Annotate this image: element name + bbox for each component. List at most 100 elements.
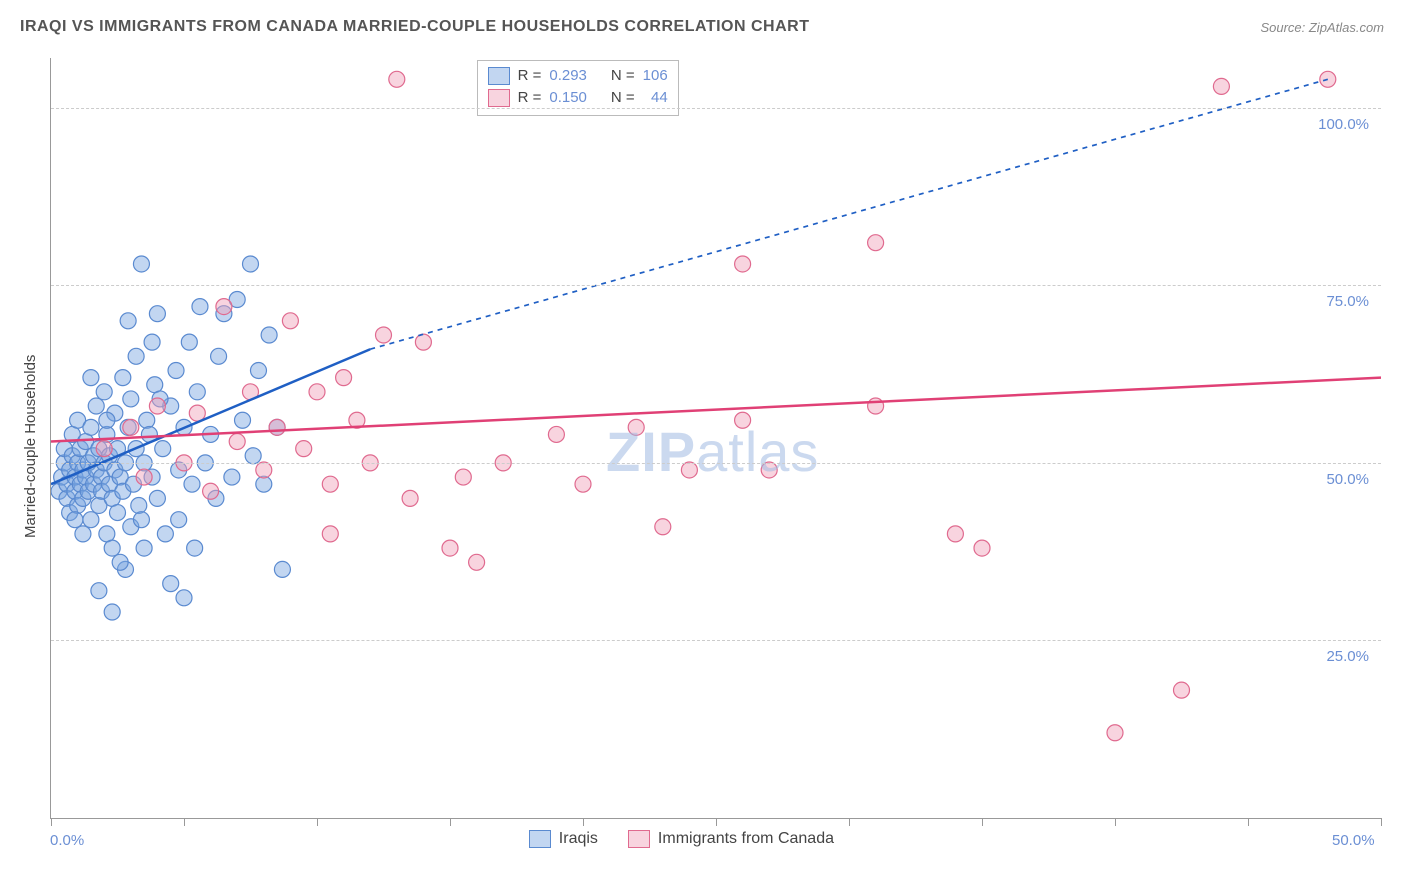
data-point	[133, 256, 149, 272]
data-point	[187, 540, 203, 556]
data-point	[442, 540, 458, 556]
y-tick-label: 75.0%	[1326, 293, 1369, 310]
data-point	[296, 441, 312, 457]
data-point	[110, 505, 126, 521]
gridline	[51, 285, 1381, 286]
data-point	[123, 391, 139, 407]
y-tick-label: 50.0%	[1326, 471, 1369, 488]
scatter-svg	[51, 58, 1381, 818]
data-point	[99, 526, 115, 542]
x-tick	[982, 818, 983, 826]
data-point	[99, 412, 115, 428]
data-point	[131, 497, 147, 513]
data-point	[469, 554, 485, 570]
data-point	[157, 526, 173, 542]
data-point	[336, 370, 352, 386]
data-point	[123, 419, 139, 435]
data-point	[256, 476, 272, 492]
x-tick	[51, 818, 52, 826]
x-tick	[1381, 818, 1382, 826]
data-point	[761, 462, 777, 478]
x-tick	[184, 818, 185, 826]
data-point	[322, 476, 338, 492]
data-point	[133, 512, 149, 528]
data-point	[575, 476, 591, 492]
legend-n-label: N =	[611, 87, 635, 109]
data-point	[224, 469, 240, 485]
data-point	[168, 363, 184, 379]
data-point	[176, 590, 192, 606]
data-point	[184, 476, 200, 492]
data-point	[211, 348, 227, 364]
data-point	[149, 490, 165, 506]
legend-r-label: R =	[518, 65, 542, 87]
legend-swatch	[529, 830, 551, 848]
data-point	[245, 448, 261, 464]
x-tick	[317, 818, 318, 826]
data-point	[1213, 78, 1229, 94]
gridline	[51, 463, 1381, 464]
data-point	[250, 363, 266, 379]
data-point	[974, 540, 990, 556]
gridline	[51, 108, 1381, 109]
data-point	[75, 526, 91, 542]
data-point	[149, 306, 165, 322]
data-point	[83, 370, 99, 386]
data-point	[243, 256, 259, 272]
legend-n-value: 44	[643, 87, 668, 109]
x-tick	[1248, 818, 1249, 826]
legend-r-label: R =	[518, 87, 542, 109]
data-point	[376, 327, 392, 343]
x-tick-label: 50.0%	[1332, 832, 1375, 849]
y-axis-label: Married-couple Households	[22, 355, 39, 538]
data-point	[128, 348, 144, 364]
data-point	[548, 426, 564, 442]
legend-r-value: 0.293	[549, 65, 587, 87]
data-point	[147, 377, 163, 393]
x-tick	[450, 818, 451, 826]
x-tick	[583, 818, 584, 826]
legend-series: Iraqis Immigrants from Canada	[529, 830, 834, 848]
data-point	[1107, 725, 1123, 741]
data-point	[681, 462, 697, 478]
data-point	[947, 526, 963, 542]
x-tick-label: 0.0%	[50, 832, 84, 849]
legend-swatch	[628, 830, 650, 848]
legend-swatch	[488, 67, 510, 85]
data-point	[256, 462, 272, 478]
data-point	[203, 483, 219, 499]
data-point	[216, 299, 232, 315]
legend-r-value: 0.150	[549, 87, 587, 109]
data-point	[192, 299, 208, 315]
data-point	[229, 434, 245, 450]
data-point	[189, 384, 205, 400]
legend-row: R =0.293N =106	[488, 65, 668, 87]
data-point	[455, 469, 471, 485]
data-point	[269, 419, 285, 435]
data-point	[309, 384, 325, 400]
data-point	[181, 334, 197, 350]
trend-line-extrapolated	[370, 79, 1328, 349]
data-point	[83, 512, 99, 528]
data-point	[389, 71, 405, 87]
data-point	[149, 398, 165, 414]
source-label: Source: ZipAtlas.com	[1260, 20, 1384, 35]
gridline	[51, 640, 1381, 641]
legend-item: Iraqis	[529, 830, 598, 848]
data-point	[96, 384, 112, 400]
x-tick	[716, 818, 717, 826]
data-point	[1174, 682, 1190, 698]
data-point	[120, 313, 136, 329]
y-tick-label: 100.0%	[1318, 116, 1369, 133]
chart-title: IRAQI VS IMMIGRANTS FROM CANADA MARRIED-…	[20, 18, 809, 36]
data-point	[655, 519, 671, 535]
x-tick	[1115, 818, 1116, 826]
data-point	[735, 256, 751, 272]
data-point	[83, 419, 99, 435]
legend-item-label: Immigrants from Canada	[658, 830, 834, 848]
data-point	[235, 412, 251, 428]
data-point	[155, 441, 171, 457]
data-point	[144, 334, 160, 350]
legend-item: Immigrants from Canada	[628, 830, 834, 848]
x-tick	[849, 818, 850, 826]
